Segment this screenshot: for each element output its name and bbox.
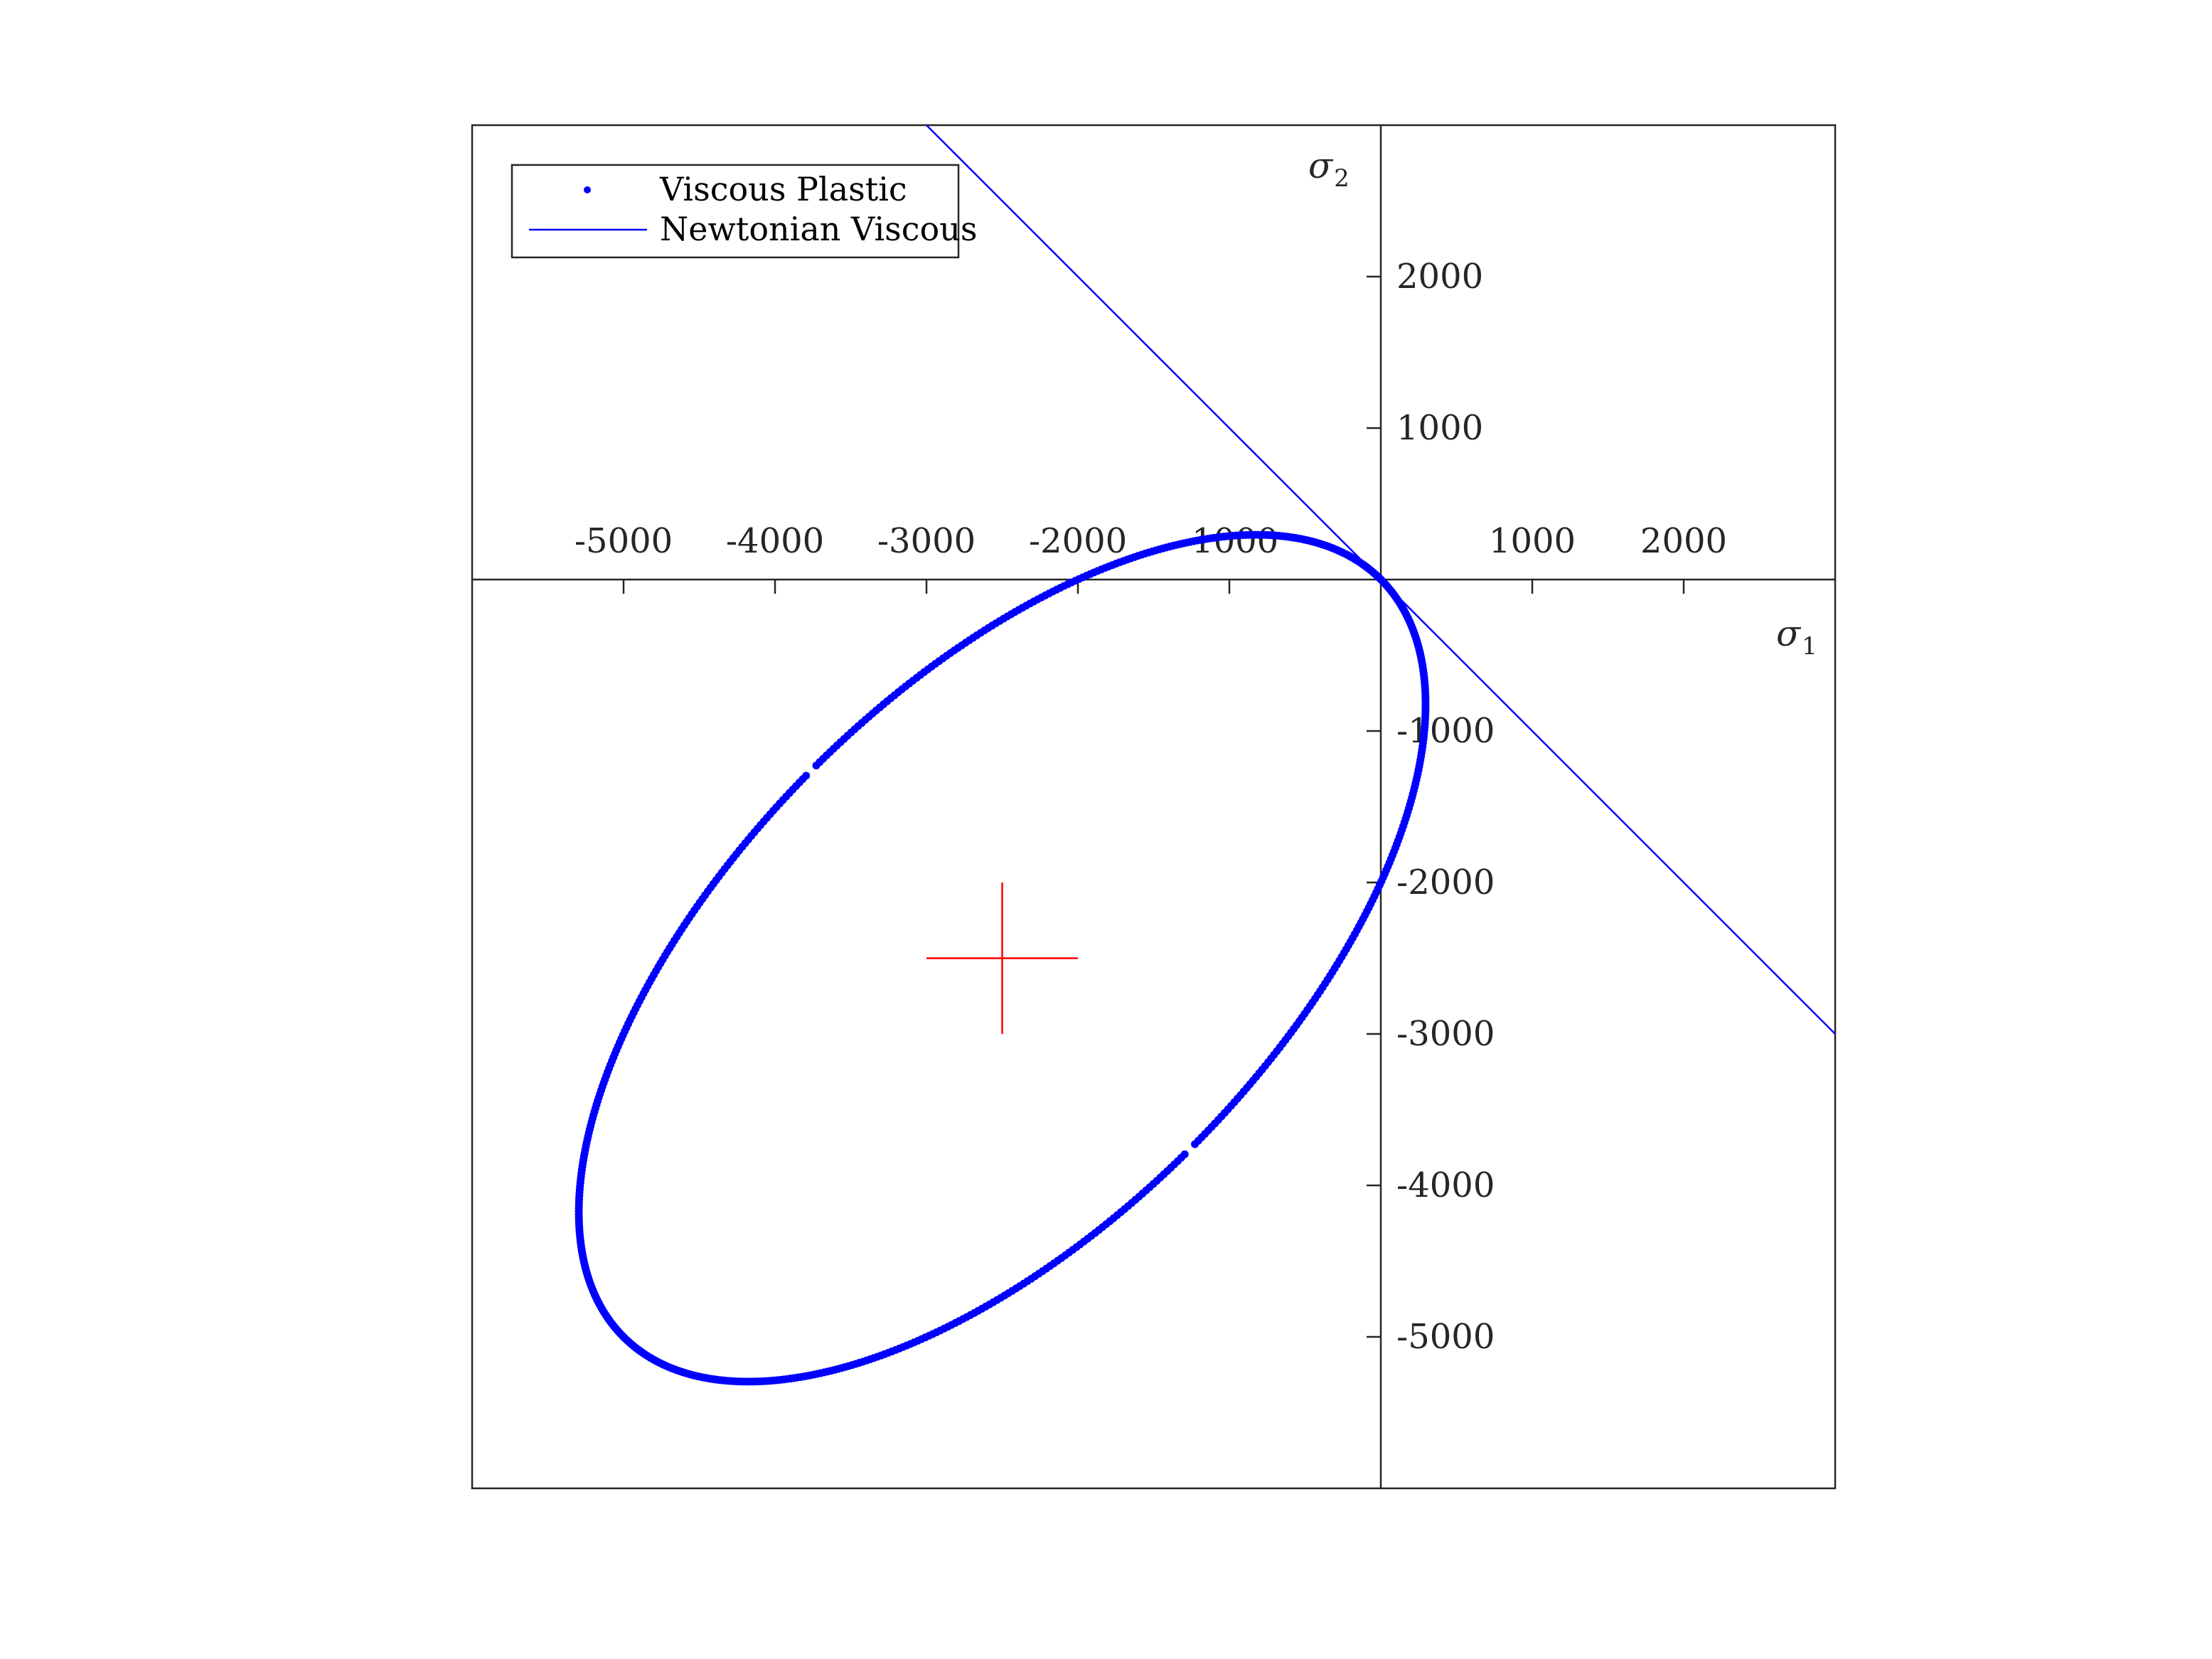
- viscous-plastic-point: [1378, 577, 1386, 585]
- y-tick-label: -5000: [1396, 1317, 1495, 1357]
- y-tick-label: -2000: [1396, 863, 1495, 902]
- viscous-plastic-point: [1180, 1150, 1189, 1158]
- plot-area-frame: [471, 124, 1837, 1490]
- y-axis-label: σ2: [1308, 145, 1350, 193]
- legend-label-viscous-plastic: Viscous Plastic: [659, 170, 907, 208]
- x-tick-label: 1000: [1489, 521, 1576, 561]
- y-tick-label: -3000: [1396, 1014, 1495, 1054]
- x-tick-label: -2000: [1029, 521, 1127, 561]
- viscous-plastic-point: [812, 761, 821, 769]
- legend-box: [511, 164, 960, 259]
- x-tick-label: -5000: [575, 521, 673, 561]
- y-tick-label: -4000: [1396, 1165, 1495, 1205]
- axes: [472, 125, 1835, 1488]
- ticks: -5000 -4000 -3000 -2000 -1000 1000 2000 2000 100…: [575, 257, 1727, 1357]
- y-tick-label: 1000: [1396, 408, 1483, 448]
- x-tick-label: -3000: [877, 521, 976, 561]
- x-tick-label: 2000: [1640, 521, 1727, 561]
- x-axis-label: σ1: [1776, 613, 1817, 661]
- legend: Viscous Plastic Newtonian Viscous: [511, 164, 977, 259]
- viscous-plastic-series: [575, 530, 1430, 1386]
- annotations: [926, 882, 1078, 1034]
- x-tick-label: -4000: [726, 521, 824, 561]
- legend-label-newtonian-viscous: Newtonian Viscous: [660, 210, 977, 248]
- legend-marker-viscous-plastic: [584, 186, 591, 193]
- y-tick-label: 2000: [1396, 257, 1483, 297]
- y-tick-label: -1000: [1396, 711, 1495, 751]
